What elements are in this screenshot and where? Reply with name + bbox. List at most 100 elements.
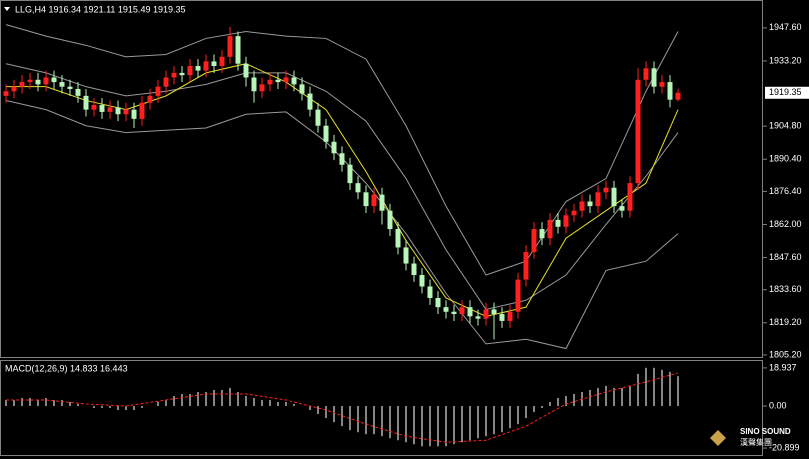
candle-body [251, 77, 257, 92]
candle-body [515, 279, 521, 312]
last-price-label: 1919.35 [769, 87, 802, 97]
candle-body [267, 79, 273, 85]
bollinger-band [5, 24, 679, 276]
y-tick-label: 1805.20 [769, 349, 802, 359]
macd-frame [0, 360, 763, 456]
candle-body [363, 192, 369, 207]
candle-body [203, 61, 209, 71]
bollinger-band [5, 99, 679, 350]
candle-body [315, 109, 321, 126]
candle-body [227, 36, 233, 57]
logo-icon [710, 430, 726, 446]
candle-body [491, 309, 497, 315]
candle-body [387, 210, 393, 230]
candle-body [371, 194, 377, 207]
logo: SINO SOUND 漢聲集團 [710, 427, 791, 447]
candle-body [635, 79, 641, 184]
chart-title: LLG,H4 1916.34 1921.11 1915.49 1919.35 [15, 4, 185, 14]
candle-body [603, 187, 609, 193]
candle-body [3, 91, 9, 96]
candle-body [339, 153, 345, 165]
y-tick-label: 0.00 [769, 400, 787, 410]
y-tick-label: 1847.60 [769, 252, 802, 262]
candle-body [291, 77, 297, 85]
y-tick-label: 1947.60 [769, 22, 802, 32]
candle-body [91, 105, 97, 110]
candle-body [27, 79, 33, 83]
candle-body [675, 92, 681, 100]
candle-body [667, 82, 673, 100]
candle-body [171, 72, 177, 78]
candle-body [435, 297, 441, 308]
candle-body [627, 183, 633, 211]
candle-body [411, 263, 417, 276]
candle-body [571, 210, 577, 216]
candle-body [563, 215, 569, 227]
logo-text: SINO SOUND [740, 427, 791, 436]
candle-body [187, 65, 193, 76]
y-tick-label: 18.937 [769, 362, 797, 372]
y-tick-label: 1833.60 [769, 284, 802, 294]
y-tick-label: 1904.80 [769, 121, 802, 131]
candle-body [475, 316, 481, 319]
candle-body [587, 201, 593, 207]
candle-body [51, 77, 57, 83]
candle-body [99, 105, 105, 112]
candle-body [483, 309, 489, 319]
menu-arrow [4, 7, 10, 11]
candle-body [235, 36, 241, 64]
y-tick-label: 1890.40 [769, 154, 802, 164]
candle-body [507, 311, 513, 321]
candle-body [579, 201, 585, 211]
candle-body [395, 229, 401, 248]
candle-body [403, 247, 409, 264]
candle-body [611, 187, 617, 207]
candle-body [419, 275, 425, 287]
candle-body [531, 229, 537, 253]
y-tick-label: 1876.40 [769, 186, 802, 196]
candle-body [83, 95, 89, 110]
last-price-box [765, 86, 809, 99]
candle-body [211, 61, 217, 66]
candle-body [299, 84, 305, 94]
candle-body [347, 164, 353, 184]
candle-body [259, 84, 265, 92]
candle-body [523, 252, 529, 280]
candle-body [19, 82, 25, 87]
candle-body [75, 88, 81, 96]
candle-body [147, 95, 153, 103]
candle-body [467, 307, 473, 317]
candle-body [195, 65, 201, 71]
candle-body [499, 314, 505, 321]
candle-body [547, 219, 553, 239]
candle-body [427, 286, 433, 298]
y-tick-label: 1819.20 [769, 317, 802, 327]
candle-body [155, 86, 161, 96]
candle-body [451, 311, 457, 315]
y-tick-label: 1862.00 [769, 219, 802, 229]
candle-body [643, 68, 649, 80]
candle-body [35, 79, 41, 85]
candle-body [379, 194, 385, 211]
candle-body [283, 77, 289, 83]
candle-body [459, 307, 465, 315]
y-tick-label: -20.899 [769, 442, 800, 452]
candle-body [275, 79, 281, 83]
candle-body [243, 63, 249, 78]
main-frame [0, 0, 763, 358]
candle-body [659, 82, 665, 87]
candle-body [443, 307, 449, 312]
candle-body [323, 125, 329, 142]
candle-body [43, 77, 49, 85]
candle-body [107, 107, 113, 112]
candle-body [59, 82, 65, 87]
bollinger-band [5, 63, 679, 311]
candle-body [179, 72, 185, 76]
logo-subtext: 漢聲集團 [740, 437, 772, 447]
candle-body [307, 93, 313, 110]
candle-body [331, 141, 337, 154]
candle-body [11, 86, 17, 92]
